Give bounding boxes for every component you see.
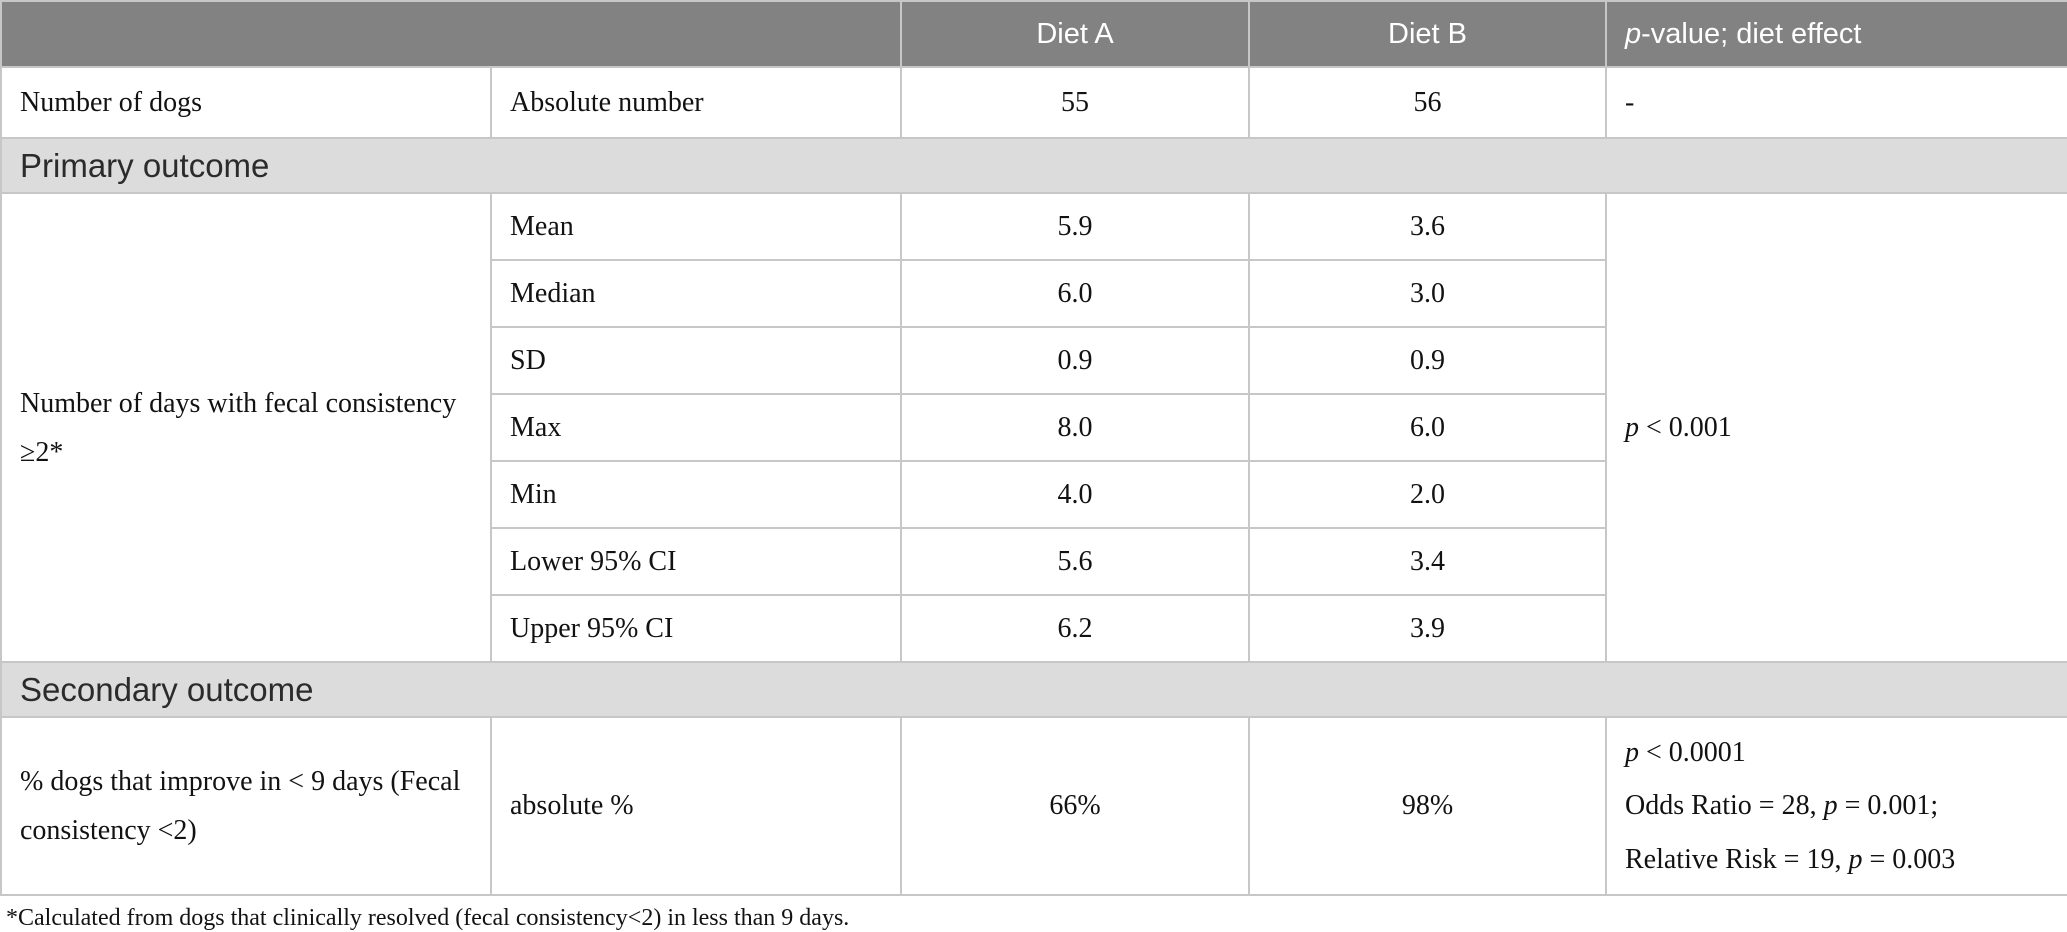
cell-stat-label-median: Median: [490, 259, 902, 329]
cell-absolute-percent-label: absolute %: [490, 716, 902, 896]
cell-upper-ci-diet-b: 3.9: [1248, 594, 1607, 664]
section-row-primary-outcome: Primary outcome: [0, 137, 2067, 195]
header-p-value-diet-effect: p-value; diet effect: [1605, 0, 2067, 68]
results-table: Diet A Diet B p-value; diet effect Numbe…: [0, 0, 2067, 896]
row-primary-sd: SD 0.9 0.9: [1, 326, 2067, 396]
row-secondary-improve: % dogs that improve in < 9 days (Fecal c…: [0, 716, 2067, 896]
cell-stat-label-sd: SD: [490, 326, 902, 396]
cell-max-diet-b: 6.0: [1248, 393, 1607, 463]
p-line-3-italic: p: [1848, 843, 1863, 875]
cell-min-diet-b: 2.0: [1248, 460, 1607, 530]
secondary-p-line-1: p < 0.0001: [1625, 726, 2053, 779]
cell-stat-label-min: Min: [490, 460, 902, 530]
table-header-row: Diet A Diet B p-value; diet effect: [0, 0, 2067, 68]
header-p-rest: -value; diet effect: [1641, 17, 1862, 50]
cell-median-diet-a: 6.0: [900, 259, 1250, 329]
p-line-1-italic: p: [1625, 737, 1639, 769]
cell-absolute-number-label: Absolute number: [490, 65, 902, 140]
cell-upper-ci-diet-a: 6.2: [900, 594, 1250, 664]
cell-min-diet-a: 4.0: [900, 460, 1250, 530]
section-label-secondary-outcome: Secondary outcome: [0, 661, 2067, 719]
cell-lower-ci-diet-b: 3.4: [1248, 527, 1607, 597]
row-primary-min: Min 4.0 2.0: [1, 460, 2067, 530]
section-row-secondary-outcome: Secondary outcome: [0, 661, 2067, 719]
cell-dogs-diet-b: 56: [1248, 65, 1607, 140]
cell-median-diet-b: 3.0: [1248, 259, 1607, 329]
cell-lower-ci-diet-a: 5.6: [900, 527, 1250, 597]
cell-sd-diet-b: 0.9: [1248, 326, 1607, 396]
row-number-of-dogs: Number of dogs Absolute number 55 56 -: [0, 65, 2067, 140]
p-line-3-pre: Relative Risk = 19,: [1625, 843, 1849, 875]
header-diet-a: Diet A: [900, 0, 1250, 68]
cell-stat-label-mean: Mean: [490, 192, 902, 262]
cell-number-of-dogs-label: Number of dogs: [0, 65, 492, 140]
cell-primary-p-value: p < 0.001: [1605, 192, 2067, 664]
primary-p-italic: p: [1625, 412, 1639, 444]
cell-max-diet-a: 8.0: [900, 393, 1250, 463]
cell-secondary-outcome-label: % dogs that improve in < 9 days (Fecal c…: [0, 716, 492, 896]
p-line-2-pre: Odds Ratio = 28,: [1625, 790, 1824, 822]
row-primary-upper-ci: Upper 95% CI 6.2 3.9: [1, 594, 2067, 664]
row-primary-max: Max 8.0 6.0: [1, 393, 2067, 463]
cell-dogs-diet-a: 55: [900, 65, 1250, 140]
cell-stat-label-upper-ci: Upper 95% CI: [490, 594, 902, 664]
cell-secondary-p-values: p < 0.0001 Odds Ratio = 28, p = 0.001; R…: [1605, 716, 2067, 896]
header-p-italic: p: [1625, 17, 1642, 50]
cell-improve-diet-a: 66%: [900, 716, 1250, 896]
section-label-primary-outcome: Primary outcome: [0, 137, 2067, 195]
secondary-p-line-3: Relative Risk = 19, p = 0.003: [1625, 833, 2053, 886]
row-primary-mean: Number of days with fecal consistency ≥2…: [0, 192, 2067, 664]
header-spacer-cell: [0, 0, 902, 68]
cell-improve-diet-b: 98%: [1248, 716, 1607, 896]
table-footnote: *Calculated from dogs that clinically re…: [6, 904, 850, 931]
header-diet-b: Diet B: [1248, 0, 1607, 68]
p-line-2-italic: p: [1823, 790, 1838, 822]
row-primary-lower-ci: Lower 95% CI 5.6 3.4: [1, 527, 2067, 597]
p-line-1-post: < 0.0001: [1639, 737, 1746, 769]
cell-primary-outcome-label: Number of days with fecal consistency ≥2…: [0, 192, 492, 664]
cell-dogs-p-value: -: [1605, 65, 2067, 140]
row-primary-median: Median 6.0 3.0: [1, 259, 2067, 329]
cell-stat-label-max: Max: [490, 393, 902, 463]
cell-mean-diet-b: 3.6: [1248, 192, 1607, 262]
p-line-3-post: = 0.003: [1862, 843, 1956, 875]
cell-sd-diet-a: 0.9: [900, 326, 1250, 396]
cell-stat-label-lower-ci: Lower 95% CI: [490, 527, 902, 597]
p-line-2-post: = 0.001;: [1837, 790, 1939, 822]
cell-mean-diet-a: 5.9: [900, 192, 1250, 262]
primary-p-rest: < 0.001: [1639, 412, 1732, 444]
secondary-p-line-2: Odds Ratio = 28, p = 0.001;: [1625, 779, 2053, 832]
